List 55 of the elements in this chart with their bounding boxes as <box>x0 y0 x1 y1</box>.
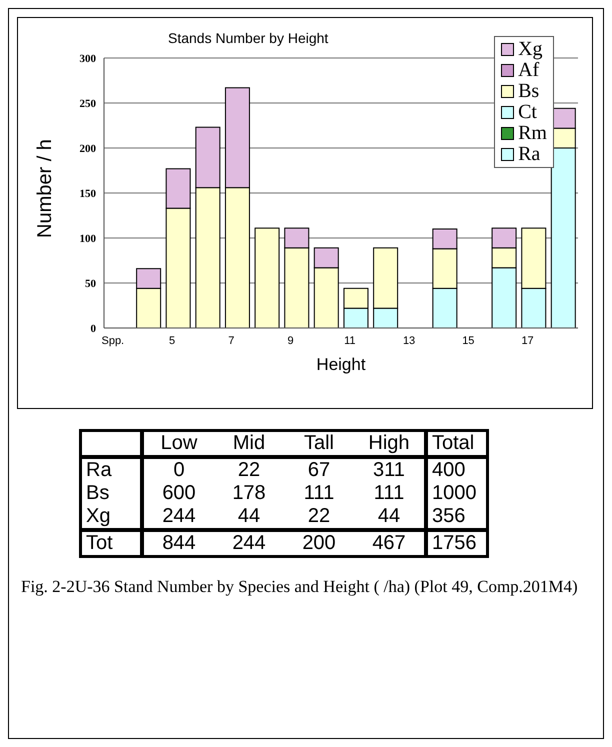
x-tick-label: 11 <box>344 334 356 347</box>
chart-title: Stands Number by Height <box>168 30 328 46</box>
data-label: 22 <box>306 505 332 528</box>
data-label: 200 <box>301 532 337 555</box>
y-tick-label: 300 <box>80 52 96 65</box>
x-tick-label: 7 <box>228 334 234 347</box>
data-label: 67 <box>306 459 332 482</box>
data-label: 178 <box>231 482 267 505</box>
y-tick-label: Tot <box>82 532 140 555</box>
x-tick-label: High <box>367 432 411 455</box>
data-label: 356 <box>431 505 466 528</box>
bar <box>254 228 280 328</box>
data-label: 1000 <box>431 482 478 505</box>
data-label: 244 <box>231 532 267 555</box>
x-tick-label: Tall <box>302 432 335 455</box>
data-label: 22 <box>236 459 262 482</box>
x-tick-label: Total <box>428 432 486 455</box>
y-tick-label: 200 <box>80 142 96 155</box>
x-axis-title: Height <box>316 355 366 374</box>
data-label: 44 <box>376 505 402 528</box>
data-label: 844 <box>161 532 197 555</box>
x-tick-label: 9 <box>288 334 294 347</box>
y-tick-label: Xg <box>85 505 112 528</box>
x-tick-label: Mid <box>232 432 266 455</box>
data-label: 44 <box>236 505 262 528</box>
legend-label: Xg <box>518 38 543 60</box>
data-label: 0 <box>172 459 186 482</box>
y-tick-label: 50 <box>85 278 96 290</box>
x-tick-label: 15 <box>462 334 474 347</box>
y-axis-title: Number / h <box>34 139 56 238</box>
y-tick-label: 250 <box>80 98 96 110</box>
data-label: 111 <box>302 482 336 505</box>
data-label: 1756 <box>428 532 486 555</box>
data-label: 400 <box>431 459 466 482</box>
y-tick-label: 0 <box>90 322 96 335</box>
x-tick-label: 5 <box>169 334 176 347</box>
legend-label: Af <box>518 59 540 81</box>
x-tick-label: Low <box>160 432 198 455</box>
y-tick-label: Ra <box>85 459 113 482</box>
x-tick-label: 13 <box>402 334 416 347</box>
x-tick-label: Spp. <box>101 334 124 347</box>
data-label: 311 <box>372 459 406 482</box>
y-tick-label: Bs <box>85 482 110 505</box>
data-label: 467 <box>371 532 407 555</box>
y-tick-label: 100 <box>80 232 96 245</box>
x-tick-label: 17 <box>521 334 534 347</box>
data-label: 244 <box>161 505 197 528</box>
data-label: 600 <box>161 482 197 505</box>
legend-label: Bs <box>518 80 540 102</box>
data-label: 111 <box>372 482 406 505</box>
legend-label: Ra <box>518 143 540 165</box>
y-tick-label: 150 <box>80 188 96 200</box>
caption: Fig. 2-2U-36 Stand Number by Species and Height ( /ha) (Plot 49, Comp.201M4) <box>20 576 579 598</box>
legend-label: Rm <box>518 122 547 144</box>
legend-label: Ct <box>518 101 537 123</box>
